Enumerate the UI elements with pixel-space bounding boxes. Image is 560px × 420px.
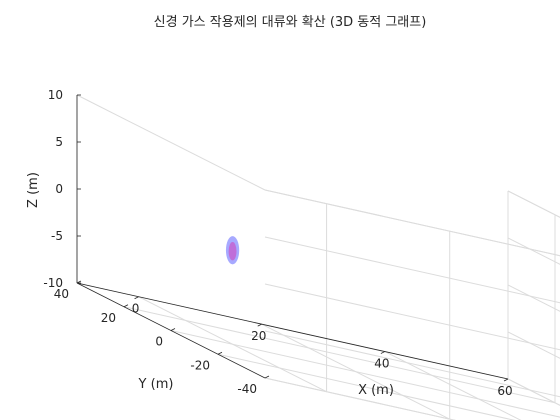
- y-axis-label: Y (m): [138, 377, 174, 392]
- x-axis-line: [76, 282, 509, 380]
- box-edge: [76, 94, 266, 191]
- z-tick-label: 5: [55, 135, 63, 149]
- data-layer: [225, 236, 240, 265]
- x-tick-label: 20: [251, 329, 266, 343]
- z-tick-label: 10: [48, 88, 63, 102]
- y-tick-mark: [217, 351, 223, 355]
- gridline-floor-x: [507, 378, 560, 406]
- gridline-wall-z: [507, 378, 560, 406]
- y-tick-mark: [264, 375, 270, 379]
- gridline-side-z: [264, 283, 560, 351]
- z-axis-label: Z (m): [26, 172, 41, 208]
- x-tick-mark: [134, 296, 139, 300]
- x-axis-label: X (m): [358, 383, 394, 398]
- y-tick-label: -40: [237, 382, 257, 396]
- gridline-floor-x: [384, 351, 522, 420]
- gridline-wall-z: [507, 284, 560, 312]
- gridline-side-z: [264, 189, 560, 257]
- z-tick-label: -10: [43, 276, 63, 290]
- axes-box: [76, 95, 509, 380]
- box-edge: [507, 190, 560, 218]
- gas-cloud-core: [228, 242, 237, 261]
- box-edge: [264, 189, 560, 257]
- chart-title: 신경 가스 작용제의 대류와 확산 (3D 동적 그래프): [154, 15, 427, 30]
- x-tick-label: 40: [374, 357, 389, 371]
- gridline-floor-y: [170, 330, 560, 418]
- x-tick-mark: [380, 351, 386, 354]
- gridline-side-z: [264, 377, 456, 420]
- z-tick-label: 0: [55, 182, 63, 196]
- gridline-wall-z: [507, 237, 560, 265]
- x-tick-mark: [257, 323, 262, 327]
- gridline-side-z: [264, 236, 560, 304]
- gridline-wall-z: [507, 331, 560, 359]
- y-tick-mark: [170, 328, 176, 331]
- gridline-side-z: [264, 330, 560, 398]
- x-tick-mark: [503, 378, 509, 382]
- gridline-floor-y: [217, 353, 516, 420]
- z-tick-label: -5: [51, 229, 63, 243]
- y-tick-label: 40: [54, 287, 69, 301]
- gridline-wall-z: [507, 190, 560, 218]
- x-tick-label: 0: [132, 302, 140, 316]
- y-tick-label: -20: [190, 358, 210, 372]
- y-tick-label: 20: [101, 311, 116, 325]
- y-tick-label: 0: [155, 335, 163, 349]
- x-tick-label: 60: [497, 384, 512, 398]
- gridline-floor-y: [123, 306, 556, 404]
- grid-layer: [76, 94, 560, 420]
- y-tick-mark: [123, 304, 129, 308]
